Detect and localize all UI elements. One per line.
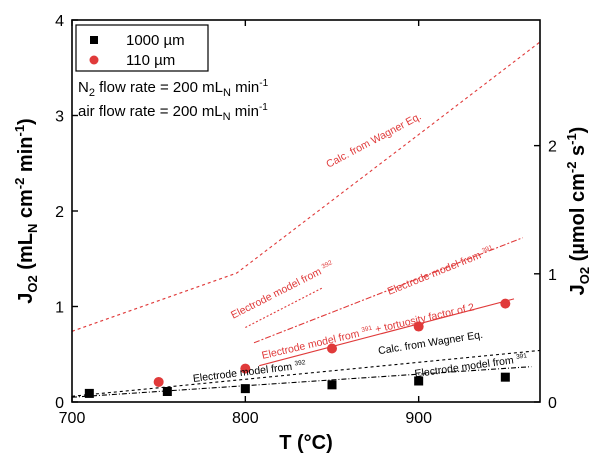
legend-square-marker <box>90 36 98 44</box>
data-point-110um <box>240 363 251 374</box>
data-point-1000um <box>240 384 250 394</box>
y-tick-label: 4 <box>55 13 64 30</box>
x-tick-label: 700 <box>59 410 86 427</box>
legend-label-1000um: 1000 µm <box>126 32 185 49</box>
model-line-4 <box>72 349 540 397</box>
legend: 1000 µm 110 µm <box>75 24 209 72</box>
y-tick-label: 0 <box>55 395 64 412</box>
data-point-1000um <box>414 376 424 386</box>
data-point-1000um <box>500 372 510 382</box>
condition-n2-flow: N2 flow rate = 200 mLN min-1 <box>78 78 269 99</box>
y-axis-right-title: JO2 (µmol cm-2 s-1) <box>564 127 592 296</box>
model-line-0 <box>72 41 540 332</box>
y2-tick-label: 1 <box>548 267 557 284</box>
legend-label-110um: 110 µm <box>126 52 175 69</box>
data-point-110um <box>413 321 424 332</box>
model-line-3 <box>259 298 515 367</box>
legend-circle-marker <box>89 55 99 65</box>
y-tick-label: 3 <box>55 109 64 126</box>
data-point-1000um <box>84 388 94 398</box>
condition-air-flow: air flow rate = 200 mLN min-1 <box>78 102 268 123</box>
legend-box <box>75 24 209 72</box>
data-point-110um <box>153 376 164 387</box>
x-tick-label: 900 <box>405 410 432 427</box>
y-tick-label: 1 <box>55 300 64 317</box>
y2-tick-label: 2 <box>548 139 557 156</box>
model-line-1 <box>245 286 324 328</box>
data-point-110um <box>327 343 337 354</box>
model-line-5 <box>72 366 532 398</box>
data-point-110um <box>500 298 511 309</box>
y-axis-left-title: JO2 (mLN cm-2 min-1) <box>12 118 40 303</box>
y-tick-label: 2 <box>55 204 64 221</box>
data-point-1000um <box>327 380 337 390</box>
model-line-2 <box>253 237 523 344</box>
data-point-1000um <box>162 386 172 396</box>
y2-tick-label: 0 <box>548 395 557 412</box>
x-axis-title: T (°C) <box>279 432 333 454</box>
x-tick-label: 800 <box>232 410 259 427</box>
